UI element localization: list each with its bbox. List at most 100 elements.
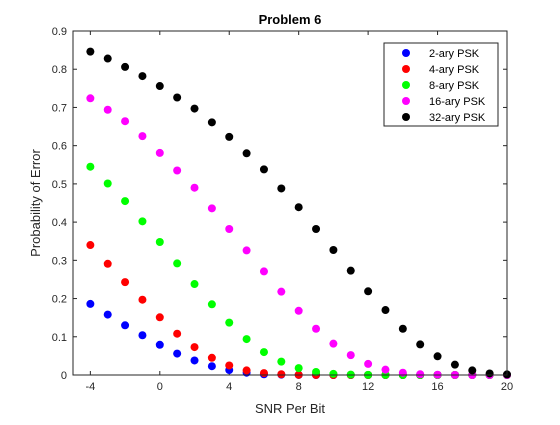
data-point bbox=[312, 224, 321, 233]
data-point bbox=[398, 324, 407, 333]
legend-label: 32-ary PSK bbox=[429, 112, 486, 124]
data-point bbox=[155, 313, 164, 322]
data-point bbox=[155, 237, 164, 246]
data-point bbox=[242, 335, 251, 344]
data-point bbox=[190, 356, 199, 365]
x-tick-label: 12 bbox=[362, 381, 374, 393]
legend-marker bbox=[402, 97, 410, 105]
data-point bbox=[277, 357, 286, 366]
data-point bbox=[381, 306, 390, 315]
data-point bbox=[364, 287, 373, 296]
data-point bbox=[312, 324, 321, 333]
y-tick-label: 0.8 bbox=[52, 64, 67, 76]
y-tick-label: 0 bbox=[61, 370, 67, 382]
data-point bbox=[398, 368, 407, 377]
data-point bbox=[121, 117, 130, 126]
data-point bbox=[277, 184, 286, 193]
data-point bbox=[190, 183, 199, 192]
data-point bbox=[155, 340, 164, 349]
data-point bbox=[329, 246, 338, 255]
x-tick-label: 4 bbox=[226, 381, 232, 393]
legend-marker bbox=[402, 113, 410, 121]
legend-label: 4-ary PSK bbox=[429, 64, 480, 76]
data-point bbox=[225, 318, 234, 327]
data-point bbox=[294, 364, 303, 373]
data-point bbox=[207, 118, 216, 127]
y-axis-label: Probability of Error bbox=[28, 149, 43, 257]
y-tick-label: 0.3 bbox=[52, 255, 67, 267]
data-point bbox=[173, 329, 182, 338]
data-point bbox=[138, 217, 147, 226]
data-point bbox=[86, 241, 95, 250]
data-point bbox=[138, 72, 147, 81]
data-point bbox=[329, 369, 338, 378]
data-point bbox=[190, 280, 199, 289]
data-point bbox=[277, 370, 286, 379]
data-point bbox=[190, 343, 199, 352]
data-point bbox=[121, 321, 130, 330]
data-point bbox=[103, 54, 112, 63]
y-tick-label: 0.9 bbox=[52, 26, 67, 38]
data-point bbox=[346, 266, 355, 275]
data-point bbox=[259, 267, 268, 276]
data-point bbox=[381, 365, 390, 374]
data-point bbox=[225, 132, 234, 141]
data-point bbox=[346, 351, 355, 360]
data-point bbox=[121, 62, 130, 71]
x-axis-label: SNR Per Bit bbox=[255, 401, 325, 416]
data-point bbox=[225, 224, 234, 233]
data-point bbox=[450, 360, 459, 369]
data-point bbox=[138, 132, 147, 141]
data-point bbox=[259, 348, 268, 357]
data-point bbox=[294, 203, 303, 212]
chart-title: Problem 6 bbox=[259, 12, 322, 27]
data-point bbox=[207, 353, 216, 362]
legend-box bbox=[383, 42, 499, 127]
y-tick-label: 0.2 bbox=[52, 294, 67, 306]
data-point bbox=[86, 94, 95, 103]
x-tick-label: 8 bbox=[296, 381, 302, 393]
x-tick-label: 0 bbox=[157, 381, 163, 393]
data-point bbox=[173, 93, 182, 102]
y-tick-label: 0.4 bbox=[52, 217, 67, 229]
x-tick-label: -4 bbox=[85, 381, 95, 393]
axes-frame bbox=[72, 30, 508, 376]
legend-marker bbox=[402, 81, 410, 89]
data-point bbox=[173, 349, 182, 358]
data-point bbox=[207, 300, 216, 309]
data-point bbox=[433, 352, 442, 361]
data-point bbox=[103, 310, 112, 319]
series-4 bbox=[86, 47, 511, 379]
legend-label: 16-ary PSK bbox=[429, 96, 486, 108]
legend-label: 2-ary PSK bbox=[429, 48, 480, 60]
data-point bbox=[329, 339, 338, 348]
data-point bbox=[259, 369, 268, 378]
data-point bbox=[416, 340, 425, 349]
data-point bbox=[485, 369, 494, 378]
data-point bbox=[416, 370, 425, 379]
data-point bbox=[121, 278, 130, 287]
x-tick-label: 20 bbox=[501, 381, 513, 393]
y-tick-label: 0.7 bbox=[52, 102, 67, 114]
data-point bbox=[155, 148, 164, 157]
x-tick-label: 16 bbox=[431, 381, 443, 393]
data-point bbox=[207, 204, 216, 213]
data-point bbox=[103, 259, 112, 268]
data-point bbox=[468, 366, 477, 375]
data-point bbox=[86, 299, 95, 308]
data-point bbox=[242, 149, 251, 158]
data-point bbox=[190, 104, 199, 113]
data-point bbox=[242, 246, 251, 255]
y-tick-label: 0.6 bbox=[52, 141, 67, 153]
data-point bbox=[86, 47, 95, 56]
data-point bbox=[259, 165, 268, 174]
legend-marker bbox=[402, 49, 410, 57]
data-point bbox=[173, 259, 182, 268]
legend: 2-ary PSK 4-ary PSK 8-ary PSK 16-ary PSK 32-… bbox=[383, 42, 499, 127]
data-point bbox=[86, 162, 95, 171]
data-point bbox=[138, 331, 147, 340]
data-point bbox=[173, 166, 182, 175]
data-point bbox=[277, 287, 286, 296]
